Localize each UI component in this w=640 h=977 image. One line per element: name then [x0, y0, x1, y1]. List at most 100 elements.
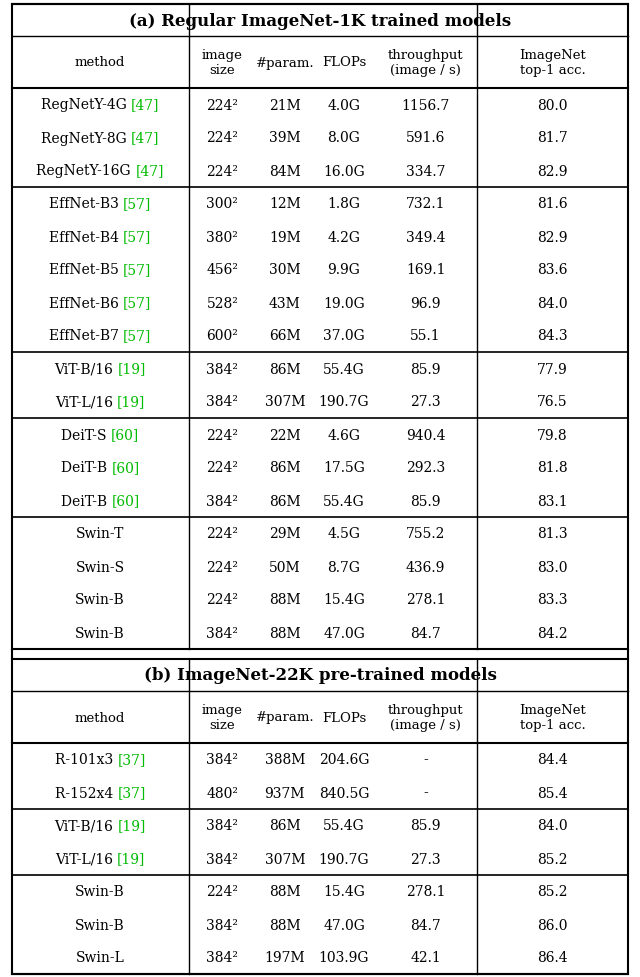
Text: (a) Regular ImageNet-1K trained models: (a) Regular ImageNet-1K trained models [129, 13, 511, 29]
Text: image
size: image size [202, 49, 243, 77]
Text: 55.4G: 55.4G [323, 494, 365, 508]
Text: 85.9: 85.9 [410, 362, 441, 376]
Text: 81.8: 81.8 [538, 461, 568, 475]
Text: 43M: 43M [269, 296, 301, 310]
Text: 8.0G: 8.0G [328, 131, 360, 146]
Text: Swin-B: Swin-B [76, 593, 125, 607]
Text: [47]: [47] [131, 131, 159, 146]
Text: ViT-L/16: ViT-L/16 [55, 395, 117, 409]
Text: 1156.7: 1156.7 [401, 99, 450, 112]
Text: FLOPs: FLOPs [322, 711, 366, 724]
Text: EffNet-B5: EffNet-B5 [49, 263, 123, 277]
Text: #param.: #param. [255, 711, 314, 724]
Text: 384²: 384² [207, 917, 239, 931]
Text: Swin-B: Swin-B [76, 917, 125, 931]
Text: 334.7: 334.7 [406, 164, 445, 179]
Text: [57]: [57] [123, 231, 152, 244]
Text: 224²: 224² [207, 428, 239, 442]
Text: 86M: 86M [269, 494, 301, 508]
Text: 77.9: 77.9 [537, 362, 568, 376]
Text: 190.7G: 190.7G [319, 395, 369, 409]
Text: 85.4: 85.4 [538, 786, 568, 800]
Text: 84.3: 84.3 [538, 329, 568, 343]
Text: (b) ImageNet-22K pre-trained models: (b) ImageNet-22K pre-trained models [143, 667, 497, 684]
Text: 15.4G: 15.4G [323, 884, 365, 899]
Text: 840.5G: 840.5G [319, 786, 369, 800]
Text: 39M: 39M [269, 131, 301, 146]
Text: 80.0: 80.0 [538, 99, 568, 112]
Text: 307M: 307M [264, 852, 305, 866]
Text: 86M: 86M [269, 461, 301, 475]
Text: 224²: 224² [207, 593, 239, 607]
Text: 27.3: 27.3 [410, 395, 441, 409]
Text: R-101x3: R-101x3 [54, 752, 117, 767]
Text: 83.3: 83.3 [538, 593, 568, 607]
Text: 84.7: 84.7 [410, 626, 441, 640]
Text: EffNet-B7: EffNet-B7 [49, 329, 123, 343]
Text: image
size: image size [202, 703, 243, 731]
Text: FLOPs: FLOPs [322, 57, 366, 69]
Text: 600²: 600² [207, 329, 238, 343]
Text: 55.1: 55.1 [410, 329, 441, 343]
Text: 82.9: 82.9 [538, 231, 568, 244]
Text: RegNetY-4G: RegNetY-4G [41, 99, 131, 112]
Text: 84.0: 84.0 [538, 819, 568, 832]
Text: 47.0G: 47.0G [323, 626, 365, 640]
Text: RegNetY-8G: RegNetY-8G [41, 131, 131, 146]
Text: 85.2: 85.2 [538, 852, 568, 866]
Text: 86M: 86M [269, 362, 301, 376]
Text: 224²: 224² [207, 99, 239, 112]
Text: 8.7G: 8.7G [328, 560, 360, 573]
Text: [57]: [57] [123, 263, 152, 277]
Text: 4.5G: 4.5G [328, 527, 360, 541]
Text: 349.4: 349.4 [406, 231, 445, 244]
Text: 66M: 66M [269, 329, 301, 343]
Text: 86.0: 86.0 [538, 917, 568, 931]
Text: 384²: 384² [207, 752, 239, 767]
Text: DeiT-B: DeiT-B [61, 494, 111, 508]
Text: [37]: [37] [117, 752, 146, 767]
Text: 55.4G: 55.4G [323, 362, 365, 376]
Text: EffNet-B3: EffNet-B3 [49, 197, 123, 211]
Text: ViT-B/16: ViT-B/16 [54, 362, 118, 376]
Text: EffNet-B6: EffNet-B6 [49, 296, 123, 310]
Text: [47]: [47] [131, 99, 159, 112]
Text: 21M: 21M [269, 99, 301, 112]
Text: 384²: 384² [207, 852, 239, 866]
Text: [19]: [19] [118, 819, 146, 832]
Text: 81.7: 81.7 [537, 131, 568, 146]
Text: 197M: 197M [264, 951, 305, 964]
Text: 224²: 224² [207, 560, 239, 573]
Text: DeiT-S: DeiT-S [61, 428, 111, 442]
Text: #param.: #param. [255, 57, 314, 69]
Text: 17.5G: 17.5G [323, 461, 365, 475]
Text: 940.4: 940.4 [406, 428, 445, 442]
Text: 84.7: 84.7 [410, 917, 441, 931]
Text: 480²: 480² [207, 786, 239, 800]
Text: 4.6G: 4.6G [328, 428, 360, 442]
Text: ViT-L/16: ViT-L/16 [55, 852, 117, 866]
Text: 84.4: 84.4 [537, 752, 568, 767]
Text: ViT-B/16: ViT-B/16 [54, 819, 118, 832]
Text: 83.1: 83.1 [538, 494, 568, 508]
Text: 85.9: 85.9 [410, 494, 441, 508]
Text: EffNet-B4: EffNet-B4 [49, 231, 123, 244]
Text: throughput
(image / s): throughput (image / s) [388, 703, 463, 731]
Text: [37]: [37] [117, 786, 146, 800]
Text: 169.1: 169.1 [406, 263, 445, 277]
Text: Swin-B: Swin-B [76, 626, 125, 640]
Text: 82.9: 82.9 [538, 164, 568, 179]
Text: 300²: 300² [207, 197, 238, 211]
Text: 81.3: 81.3 [538, 527, 568, 541]
Text: RegNetY-16G: RegNetY-16G [36, 164, 136, 179]
Text: Swin-L: Swin-L [76, 951, 125, 964]
Text: [60]: [60] [111, 428, 140, 442]
Text: [47]: [47] [136, 164, 164, 179]
Text: 15.4G: 15.4G [323, 593, 365, 607]
Text: 278.1: 278.1 [406, 884, 445, 899]
Text: 50M: 50M [269, 560, 301, 573]
Text: 85.9: 85.9 [410, 819, 441, 832]
Text: 29M: 29M [269, 527, 301, 541]
Text: 27.3: 27.3 [410, 852, 441, 866]
Text: 380²: 380² [207, 231, 238, 244]
